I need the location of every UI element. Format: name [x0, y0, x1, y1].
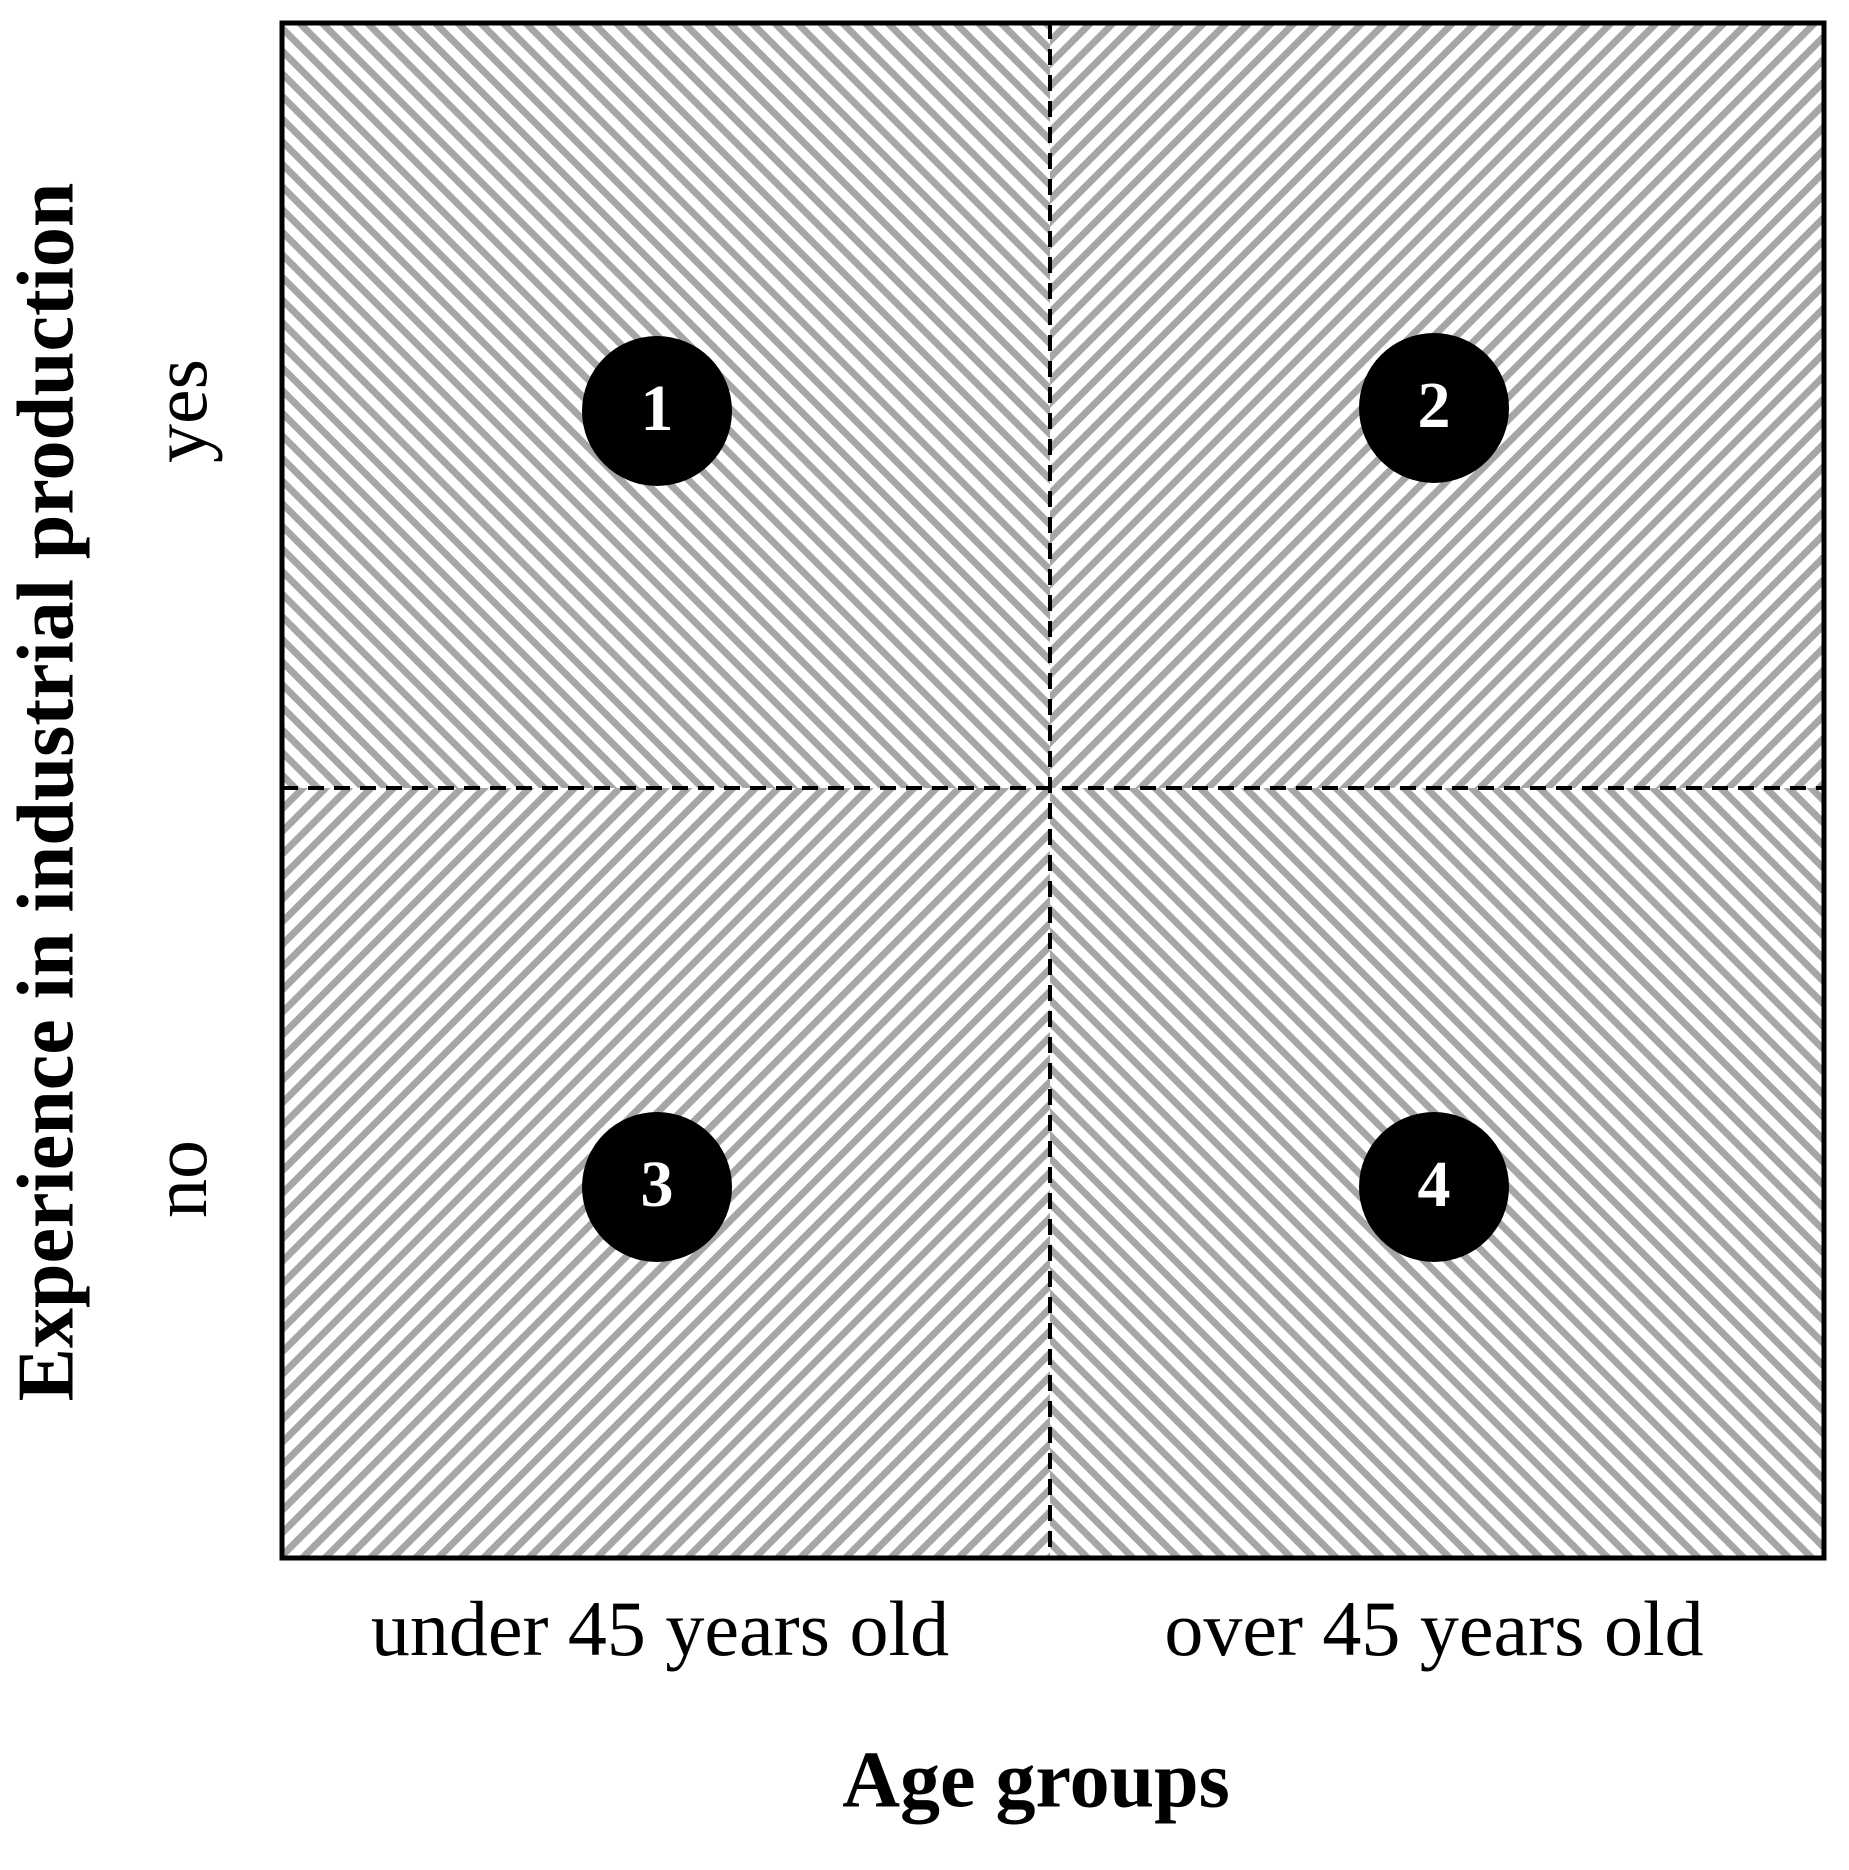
x-title: Age groups — [842, 1736, 1229, 1824]
quadrant-markers: 1 2 3 4 — [582, 333, 1509, 1262]
marker — [1359, 333, 1509, 483]
frame — [279, 20, 1827, 1561]
marker — [582, 1112, 732, 1262]
marker — [582, 336, 732, 486]
quadrant-fills — [282, 23, 1824, 1558]
x-category: over 45 years old — [1164, 1585, 1703, 1672]
x-category: under 45 years old — [371, 1585, 949, 1672]
y-title: Experience in industrial production — [2, 183, 90, 1402]
y-category: no — [136, 1140, 223, 1218]
marker — [1359, 1112, 1509, 1262]
marker-label: 4 — [1418, 1148, 1451, 1221]
marker-label: 1 — [641, 372, 674, 445]
marker-label: 3 — [641, 1148, 674, 1221]
marker-label: 2 — [1418, 369, 1451, 442]
y-category: yes — [136, 359, 223, 463]
